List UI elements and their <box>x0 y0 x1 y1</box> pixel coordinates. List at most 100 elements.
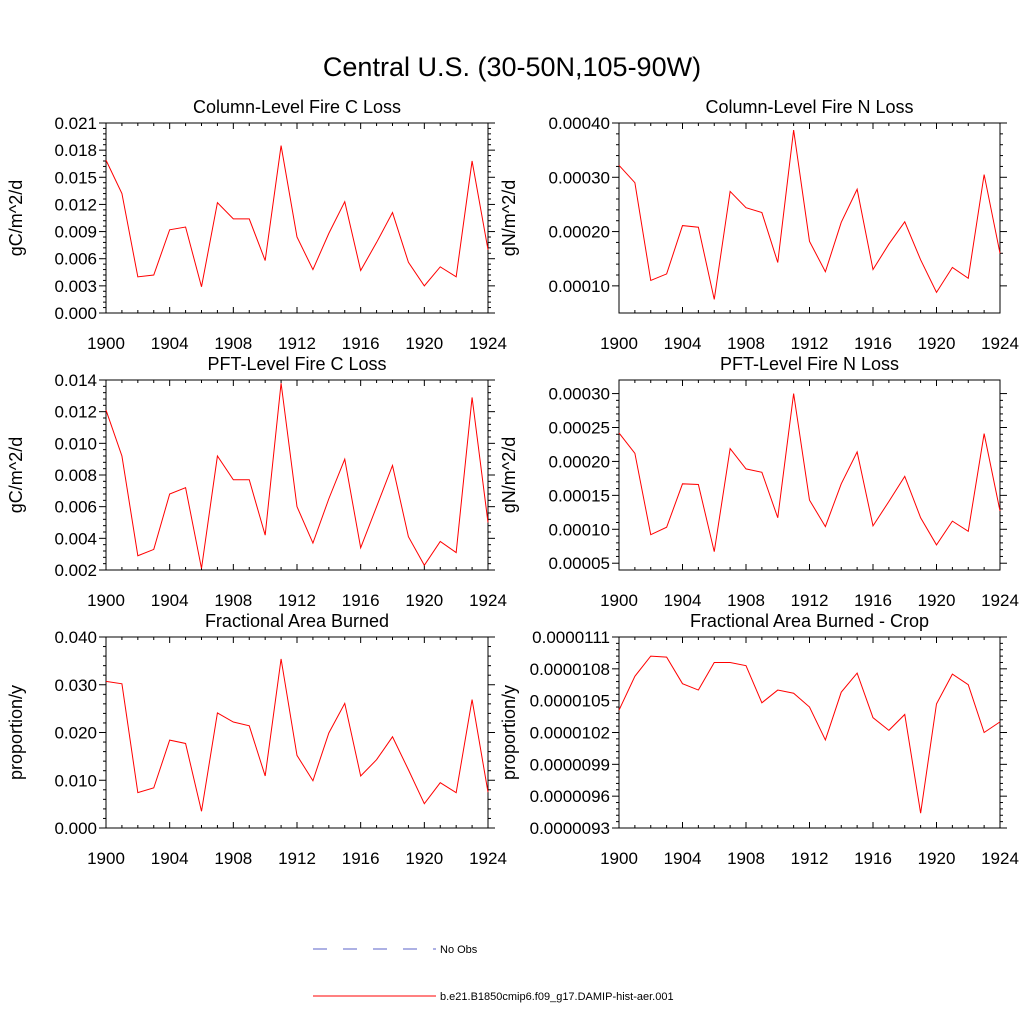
y-tick-label: 0.020 <box>54 724 97 743</box>
x-tick-label: 1908 <box>727 849 765 868</box>
panel-title: Fractional Area Burned - Crop <box>690 611 929 631</box>
x-tick-label: 1904 <box>664 591 702 610</box>
y-axis-label: proportion/y <box>499 685 519 780</box>
plot-frame <box>105 379 489 571</box>
y-tick-label: 0.0000102 <box>530 724 610 743</box>
plot-frame <box>105 636 489 829</box>
panel-3: 1900 1904 1908 1912 1916 1920 1924 0.002 0.004 0.… <box>6 354 507 610</box>
panel-title: Fractional Area Burned <box>205 611 389 631</box>
plot-frame <box>618 122 1001 314</box>
y-tick-label: 0.010 <box>54 771 97 790</box>
y-tick-label: 0.00025 <box>549 419 610 438</box>
x-tick-label: 1904 <box>664 334 702 353</box>
y-tick-label: 0.0000105 <box>530 692 610 711</box>
y-tick-label: 0.0000099 <box>530 755 610 774</box>
x-tick-label: 1900 <box>87 591 125 610</box>
panel-6: 1900 1904 1908 1912 1916 1920 1924 0.0000093 0.0… <box>499 611 1019 868</box>
panel-5: 1900 1904 1908 1912 1916 1920 1924 0.000 0.010 0.… <box>6 611 507 868</box>
x-tick-label: 1908 <box>214 591 252 610</box>
x-tick-label: 1900 <box>600 591 638 610</box>
x-tick-label: 1904 <box>151 334 189 353</box>
x-tick-label: 1916 <box>342 849 380 868</box>
legend-label-obs: No Obs <box>440 944 478 956</box>
panel-title: Column-Level Fire C Loss <box>193 97 401 117</box>
y-axis-label: gN/m^2/d <box>499 437 519 513</box>
x-tick-label: 1900 <box>600 334 638 353</box>
x-tick-label: 1912 <box>278 334 316 353</box>
panel-title: Column-Level Fire N Loss <box>705 97 913 117</box>
y-tick-label: 0.00010 <box>549 277 610 296</box>
panel-4: 1900 1904 1908 1912 1916 1920 1924 0.00005 0.000… <box>499 354 1019 610</box>
panel-2: 1900 1904 1908 1912 1916 1920 1924 0.00010 0.000… <box>499 97 1019 353</box>
x-tick-label: 1920 <box>918 849 956 868</box>
x-tick-label: 1924 <box>469 334 507 353</box>
series-line <box>618 655 1001 814</box>
legend: No Obs b.e21.B1850cmip6.f09_g17.DAMIP-hi… <box>313 944 674 1003</box>
panels: 1900 1904 1908 1912 1916 1920 1924 0.000 0.003 0.… <box>6 97 1019 868</box>
y-tick-label: 0.015 <box>54 168 97 187</box>
x-tick-label: 1920 <box>918 334 956 353</box>
y-axis-label: proportion/y <box>6 685 26 780</box>
x-tick-label: 1912 <box>791 591 829 610</box>
x-tick-label: 1908 <box>727 334 765 353</box>
y-tick-label: 0.012 <box>54 195 97 214</box>
x-tick-label: 1912 <box>278 591 316 610</box>
y-tick-label: 0.000 <box>54 304 97 323</box>
y-tick-label: 0.000 <box>54 819 97 838</box>
plot-frame <box>618 636 1001 829</box>
y-tick-label: 0.00020 <box>549 452 610 471</box>
y-tick-label: 0.012 <box>54 403 97 422</box>
y-tick-label: 0.004 <box>54 529 97 548</box>
panel-1: 1900 1904 1908 1912 1916 1920 1924 0.000 0.003 0.… <box>6 97 507 353</box>
x-tick-label: 1916 <box>342 591 380 610</box>
legend-label-model: b.e21.B1850cmip6.f09_g17.DAMIP-hist-aer.… <box>440 991 674 1003</box>
y-tick-label: 0.00020 <box>549 223 610 242</box>
y-tick-label: 0.0000108 <box>530 660 610 679</box>
x-tick-label: 1904 <box>664 849 702 868</box>
y-tick-label: 0.003 <box>54 277 97 296</box>
series-line <box>105 383 489 569</box>
series-line <box>618 393 1001 552</box>
x-tick-label: 1900 <box>87 334 125 353</box>
y-tick-label: 0.0000111 <box>532 628 610 647</box>
x-tick-label: 1900 <box>600 849 638 868</box>
y-tick-label: 0.014 <box>54 371 97 390</box>
x-tick-label: 1912 <box>278 849 316 868</box>
x-tick-label: 1908 <box>214 849 252 868</box>
y-tick-label: 0.008 <box>54 466 97 485</box>
y-tick-label: 0.0000093 <box>530 819 610 838</box>
x-tick-label: 1908 <box>727 591 765 610</box>
x-tick-label: 1924 <box>981 334 1019 353</box>
series-line <box>618 129 1001 300</box>
y-tick-label: 0.0000096 <box>530 787 610 806</box>
x-tick-label: 1920 <box>405 334 443 353</box>
y-tick-label: 0.00040 <box>549 114 610 133</box>
x-tick-label: 1920 <box>405 849 443 868</box>
x-tick-label: 1924 <box>469 591 507 610</box>
x-tick-label: 1924 <box>469 849 507 868</box>
x-tick-label: 1904 <box>151 591 189 610</box>
x-tick-label: 1900 <box>87 849 125 868</box>
y-axis-label: gC/m^2/d <box>6 437 26 513</box>
y-tick-label: 0.018 <box>54 141 97 160</box>
x-tick-label: 1920 <box>405 591 443 610</box>
y-tick-label: 0.00010 <box>549 520 610 539</box>
y-tick-label: 0.00030 <box>549 168 610 187</box>
panel-title: PFT-Level Fire C Loss <box>207 354 386 374</box>
y-tick-label: 0.00015 <box>549 486 610 505</box>
series-line <box>105 145 489 287</box>
y-tick-label: 0.021 <box>54 114 97 133</box>
y-tick-label: 0.002 <box>54 561 97 580</box>
plot-frame <box>618 379 1001 571</box>
x-tick-label: 1912 <box>791 849 829 868</box>
y-tick-label: 0.006 <box>54 250 97 269</box>
y-tick-label: 0.00030 <box>549 385 610 404</box>
y-tick-label: 0.00005 <box>549 554 610 573</box>
x-tick-label: 1912 <box>791 334 829 353</box>
x-tick-label: 1908 <box>214 334 252 353</box>
x-tick-label: 1916 <box>854 334 892 353</box>
x-tick-label: 1924 <box>981 849 1019 868</box>
y-axis-label: gC/m^2/d <box>6 180 26 256</box>
x-tick-label: 1920 <box>918 591 956 610</box>
